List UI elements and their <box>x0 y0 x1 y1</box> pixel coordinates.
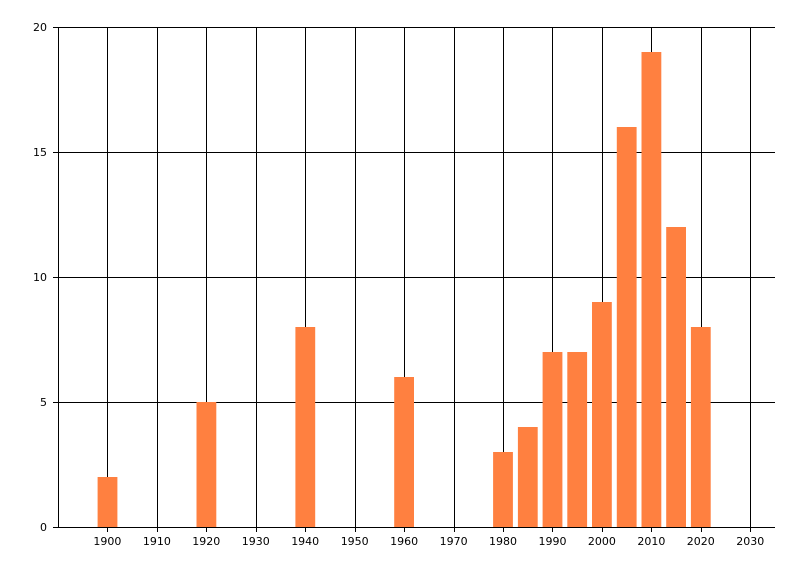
x-tick-label: 1910 <box>143 535 171 548</box>
x-tick-label: 1940 <box>291 535 319 548</box>
y-tick-label: 10 <box>33 271 47 284</box>
x-tick-label: 1920 <box>192 535 220 548</box>
bar-1990 <box>542 352 563 527</box>
axes <box>58 27 775 528</box>
bar-1980 <box>493 452 513 527</box>
x-tick-label: 2020 <box>687 535 715 548</box>
y-tick-label: 20 <box>33 21 47 34</box>
bar-1995 <box>567 352 588 527</box>
bar-series <box>97 52 711 527</box>
tick-labels: 1900 1910 1920 1930 1940 1950 1960 1970 1980 1990… <box>33 21 764 548</box>
bar-2010 <box>641 52 662 527</box>
bar-1985 <box>517 427 538 527</box>
x-tick-label: 1930 <box>242 535 270 548</box>
x-tick-label: 1970 <box>440 535 468 548</box>
x-tick-label: 2000 <box>588 535 616 548</box>
x-tick-label: 1900 <box>93 535 121 548</box>
bar-2020 <box>690 327 711 527</box>
bar-2015 <box>666 227 686 527</box>
bar-1960 <box>394 377 414 527</box>
bar-1940 <box>295 327 316 527</box>
x-tick-label: 1950 <box>341 535 369 548</box>
x-tick-label: 1960 <box>390 535 418 548</box>
x-tick-label: 1990 <box>539 535 567 548</box>
x-tick-label: 2010 <box>637 535 665 548</box>
y-tick-label: 5 <box>40 396 47 409</box>
x-tick-label: 1980 <box>489 535 517 548</box>
bar-2005 <box>616 127 637 527</box>
bar-2000 <box>592 302 612 527</box>
bar-1920 <box>196 402 217 527</box>
y-tick-label: 0 <box>40 521 47 534</box>
y-tick-label: 15 <box>33 146 47 159</box>
x-tick-label: 2030 <box>736 535 764 548</box>
bar-1900 <box>97 477 118 527</box>
